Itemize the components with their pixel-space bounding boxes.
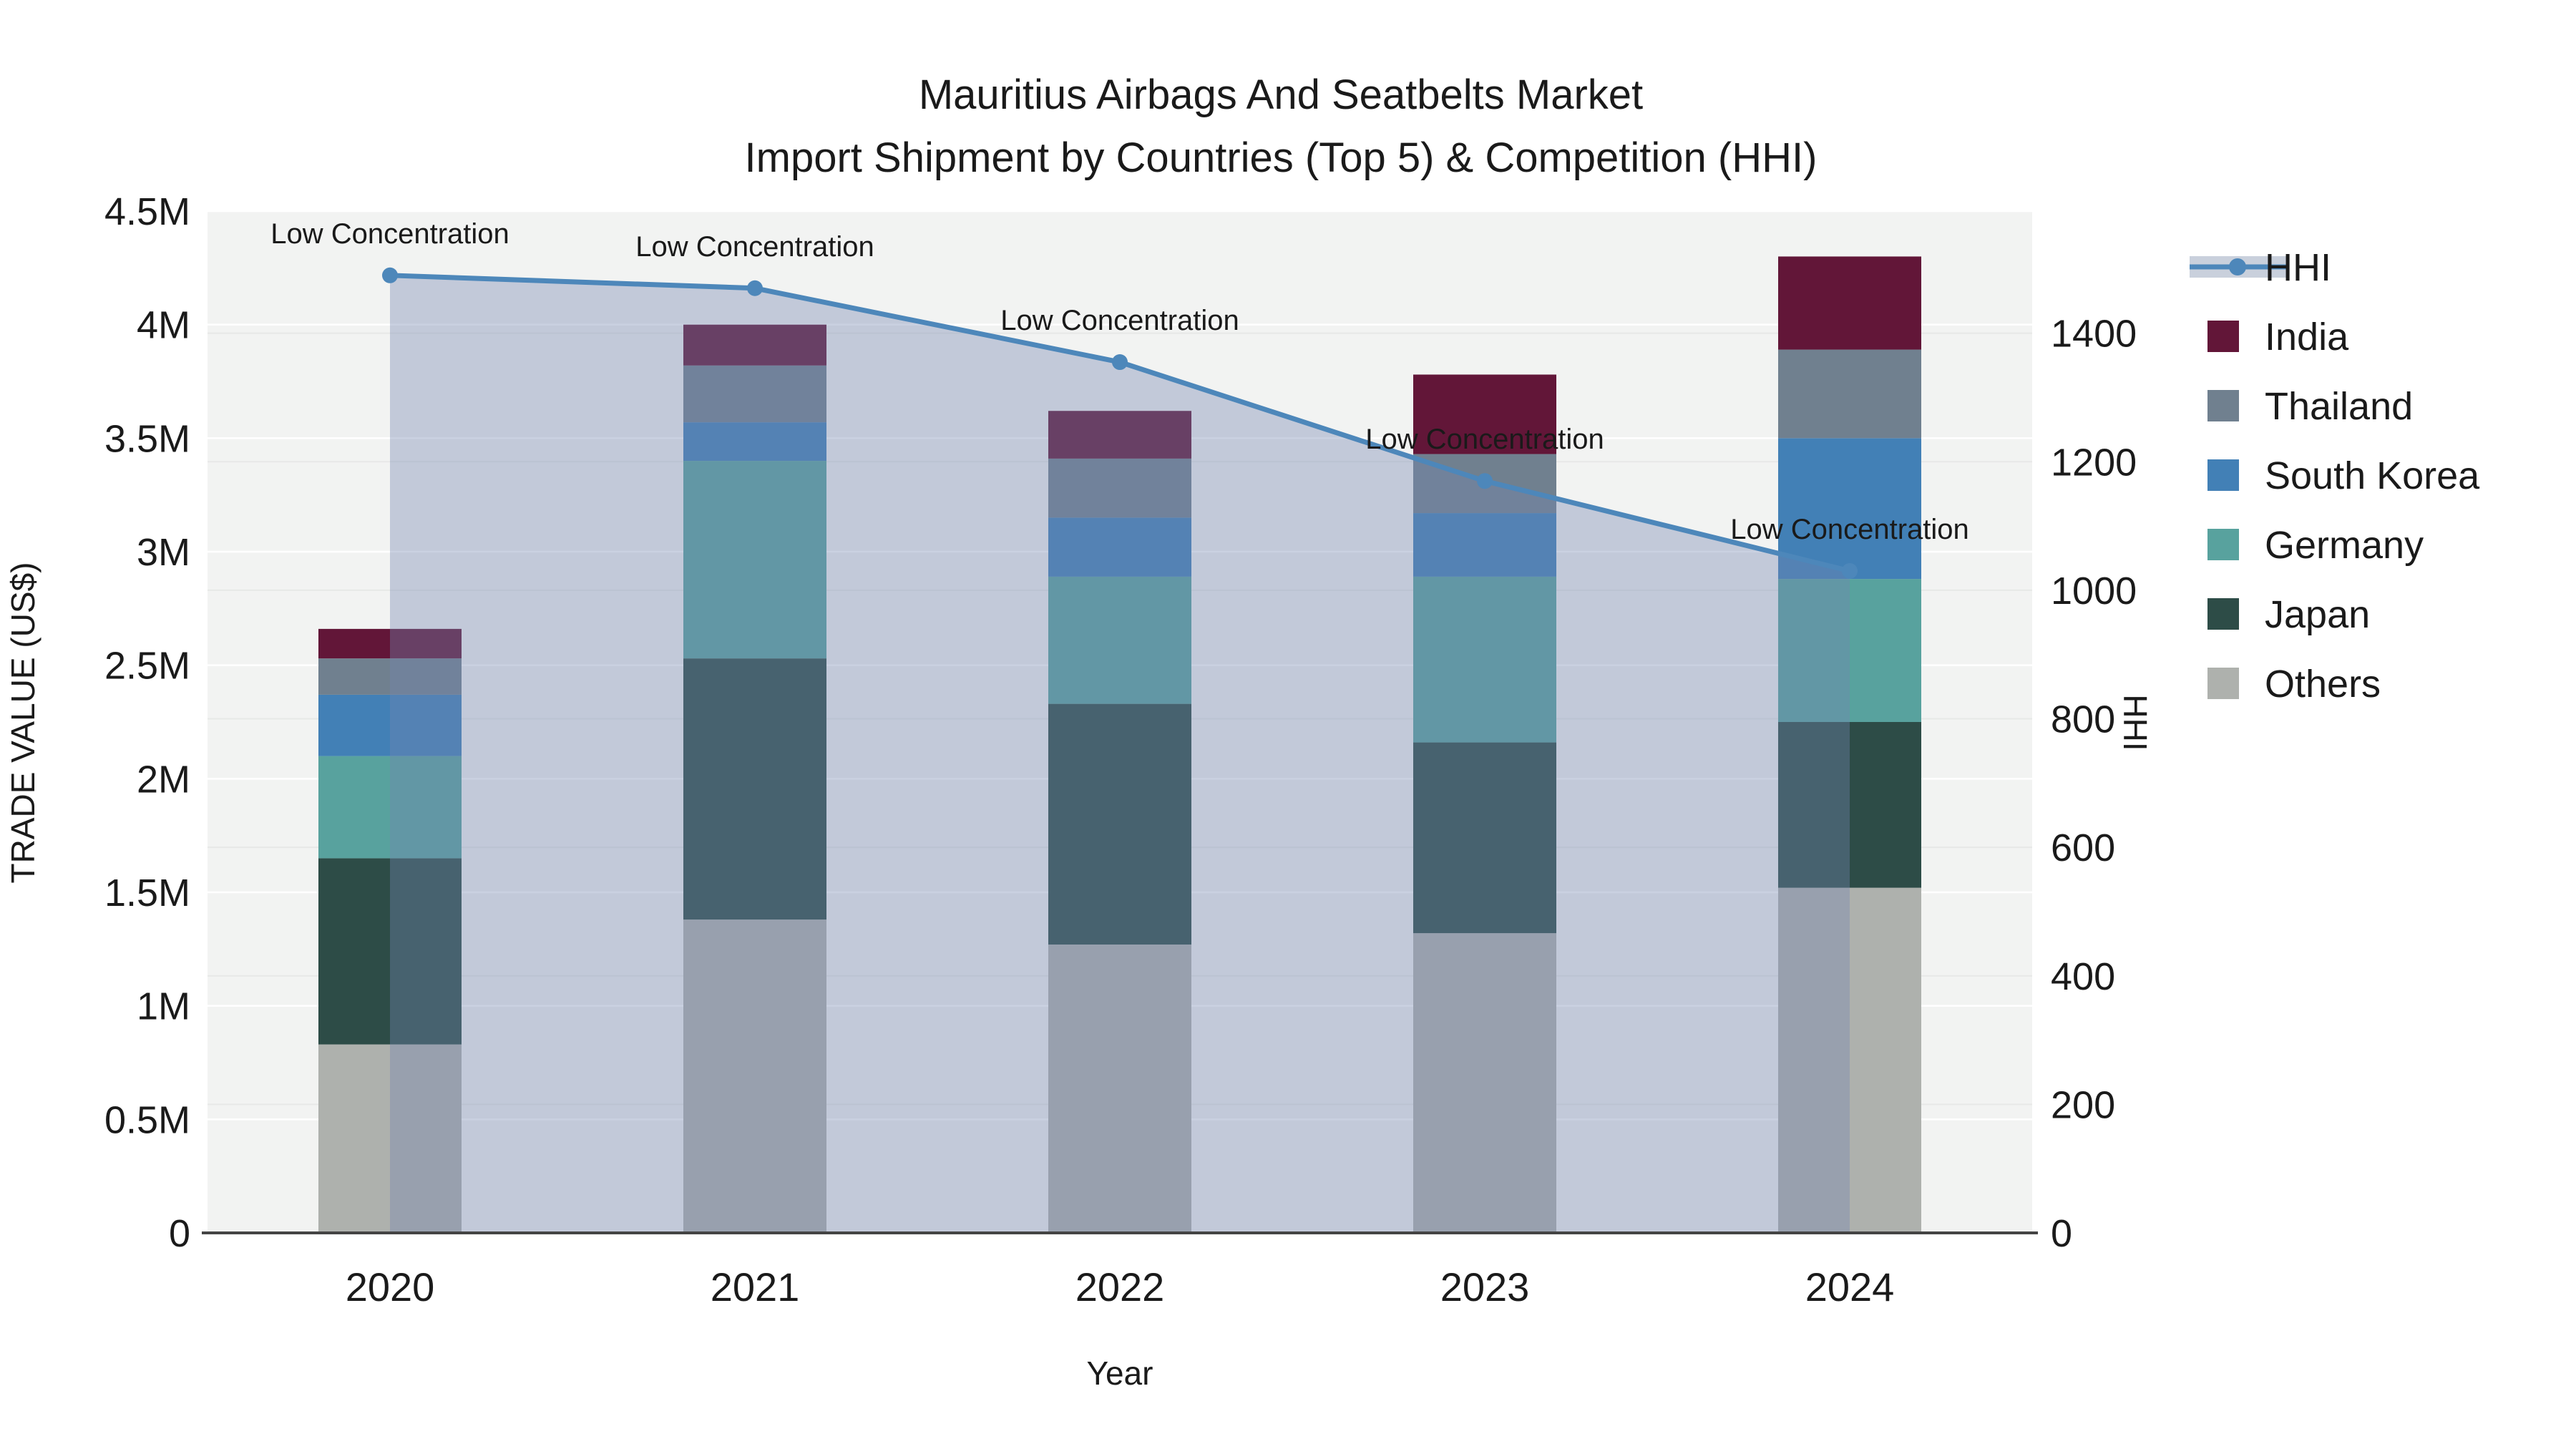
bar-segment-2021-thailand (683, 365, 826, 423)
legend-item-japan[interactable]: Japan (2207, 593, 2370, 636)
y-tick-2M: 2M (137, 758, 190, 801)
bar-segment-2020-india (318, 628, 462, 659)
hhi-marker-2024 (1842, 562, 1858, 579)
axis-tick-labels: 0 0.5M 1M 1.5M 2M 2.5M 3M 3.5M 4M 4.5M 0 200 400 600 8… (104, 190, 2137, 1309)
stacked-bars (318, 256, 1921, 1233)
legend-label-south-korea: South Korea (2265, 454, 2480, 497)
x-tick-2023: 2023 (1440, 1264, 1530, 1309)
chart-title-line1: Mauritius Airbags And Seatbelts Market (919, 72, 1643, 118)
bar-segment-2021-india (683, 324, 826, 366)
bar-segment-2022-germany (1048, 576, 1191, 704)
bar-segment-2023-india (1413, 374, 1556, 454)
annotation-2024: Low Concentration (1730, 514, 1969, 545)
y2-tick-0: 0 (2051, 1212, 2072, 1255)
hhi-marker-2020 (382, 267, 398, 283)
legend-item-thailand[interactable]: Thailand (2207, 385, 2413, 428)
y2-tick-1200: 1200 (2051, 441, 2137, 484)
x-tick-2022: 2022 (1075, 1264, 1165, 1309)
legend: HHI India Thailand South Korea Germany Japan O… (2190, 246, 2480, 706)
hhi-marker-2021 (747, 280, 763, 296)
y-tick-4.5M: 4.5M (104, 190, 190, 233)
y-tick-0.5M: 0.5M (104, 1098, 190, 1141)
legend-item-germany[interactable]: Germany (2207, 524, 2424, 567)
bar-segment-2021-south-korea (683, 422, 826, 462)
annotation-2022: Low Concentration (1000, 305, 1239, 336)
bar-segment-2022-japan (1048, 703, 1191, 945)
y-axis-title: TRADE VALUE (US$) (4, 562, 42, 883)
bar-segment-2024-india (1778, 256, 1921, 350)
y2-tick-600: 600 (2051, 826, 2115, 869)
bar-segment-2023-others (1413, 933, 1556, 1233)
bar-segment-2021-others (683, 919, 826, 1233)
legend-label-japan: Japan (2265, 593, 2370, 636)
bar-segment-2020-south-korea (318, 694, 462, 756)
legend-label-others: Others (2265, 663, 2381, 706)
hhi-marker-2022 (1112, 354, 1128, 371)
legend-swatch-thailand (2207, 390, 2239, 421)
legend-item-hhi[interactable]: HHI (2190, 246, 2331, 289)
hhi-area-fill (390, 275, 1850, 1234)
legend-label-hhi: HHI (2265, 246, 2331, 289)
x-axis-title: Year (1087, 1355, 1153, 1392)
bar-segment-2024-south-korea (1778, 438, 1921, 580)
y2-axis-title: HHI (2117, 694, 2154, 751)
y-tick-3M: 3M (137, 531, 190, 574)
legend-label-india: India (2265, 316, 2349, 358)
y-tick-2.5M: 2.5M (104, 645, 190, 688)
hhi-area (390, 275, 1850, 1234)
y2-tick-400: 400 (2051, 955, 2115, 998)
bar-segment-2023-south-korea (1413, 513, 1556, 577)
bar-segment-2020-thailand (318, 658, 462, 695)
y-tick-3.5M: 3.5M (104, 417, 190, 460)
y-tick-0: 0 (169, 1212, 190, 1255)
annotation-2020: Low Concentration (270, 218, 509, 250)
y2-tick-1000: 1000 (2051, 570, 2137, 613)
bar-segment-2023-germany (1413, 576, 1556, 743)
bar-segment-2021-germany (683, 461, 826, 659)
bar-segment-2022-india (1048, 411, 1191, 459)
legend-swatch-india (2207, 321, 2239, 352)
bar-segment-2020-japan (318, 858, 462, 1045)
legend-swatch-germany (2207, 529, 2239, 560)
x-tick-2021: 2021 (711, 1264, 800, 1309)
bar-segment-2024-thailand (1778, 349, 1921, 439)
legend-swatch-japan (2207, 598, 2239, 630)
bar-segment-2024-japan (1778, 722, 1921, 888)
y2-tick-200: 200 (2051, 1083, 2115, 1126)
legend-hhi-marker-icon (2229, 258, 2246, 275)
annotation-2021: Low Concentration (635, 231, 874, 263)
bar-segment-2022-south-korea (1048, 517, 1191, 577)
bar-segment-2021-japan (683, 658, 826, 920)
bar-segment-2020-germany (318, 756, 462, 859)
legend-swatch-south-korea (2207, 459, 2239, 491)
hhi-line (382, 267, 1858, 579)
y-tick-4M: 4M (137, 304, 190, 347)
hhi-marker-2023 (1477, 473, 1493, 489)
legend-swatch-others (2207, 668, 2239, 699)
bar-segment-2020-others (318, 1044, 462, 1233)
annotations: Low Concentration Low Concentration Low Co… (270, 218, 1969, 545)
x-tick-2020: 2020 (346, 1264, 435, 1309)
legend-label-thailand: Thailand (2265, 385, 2413, 428)
legend-label-germany: Germany (2265, 524, 2424, 567)
bar-segment-2024-others (1778, 887, 1921, 1233)
y-tick-1.5M: 1.5M (104, 872, 190, 914)
legend-item-south-korea[interactable]: South Korea (2207, 454, 2480, 497)
x-tick-2024: 2024 (1805, 1264, 1895, 1309)
bar-segment-2022-thailand (1048, 458, 1191, 518)
bar-segment-2024-germany (1778, 579, 1921, 722)
legend-item-others[interactable]: Others (2207, 663, 2381, 706)
bar-segment-2023-japan (1413, 742, 1556, 934)
legend-item-india[interactable]: India (2207, 316, 2349, 358)
y2-tick-800: 800 (2051, 698, 2115, 741)
y-tick-1M: 1M (137, 985, 190, 1028)
chart-title-line2: Import Shipment by Countries (Top 5) & C… (745, 135, 1818, 181)
annotation-2023: Low Concentration (1365, 424, 1604, 455)
y2-tick-1400: 1400 (2051, 313, 2137, 356)
bar-segment-2022-others (1048, 944, 1191, 1233)
